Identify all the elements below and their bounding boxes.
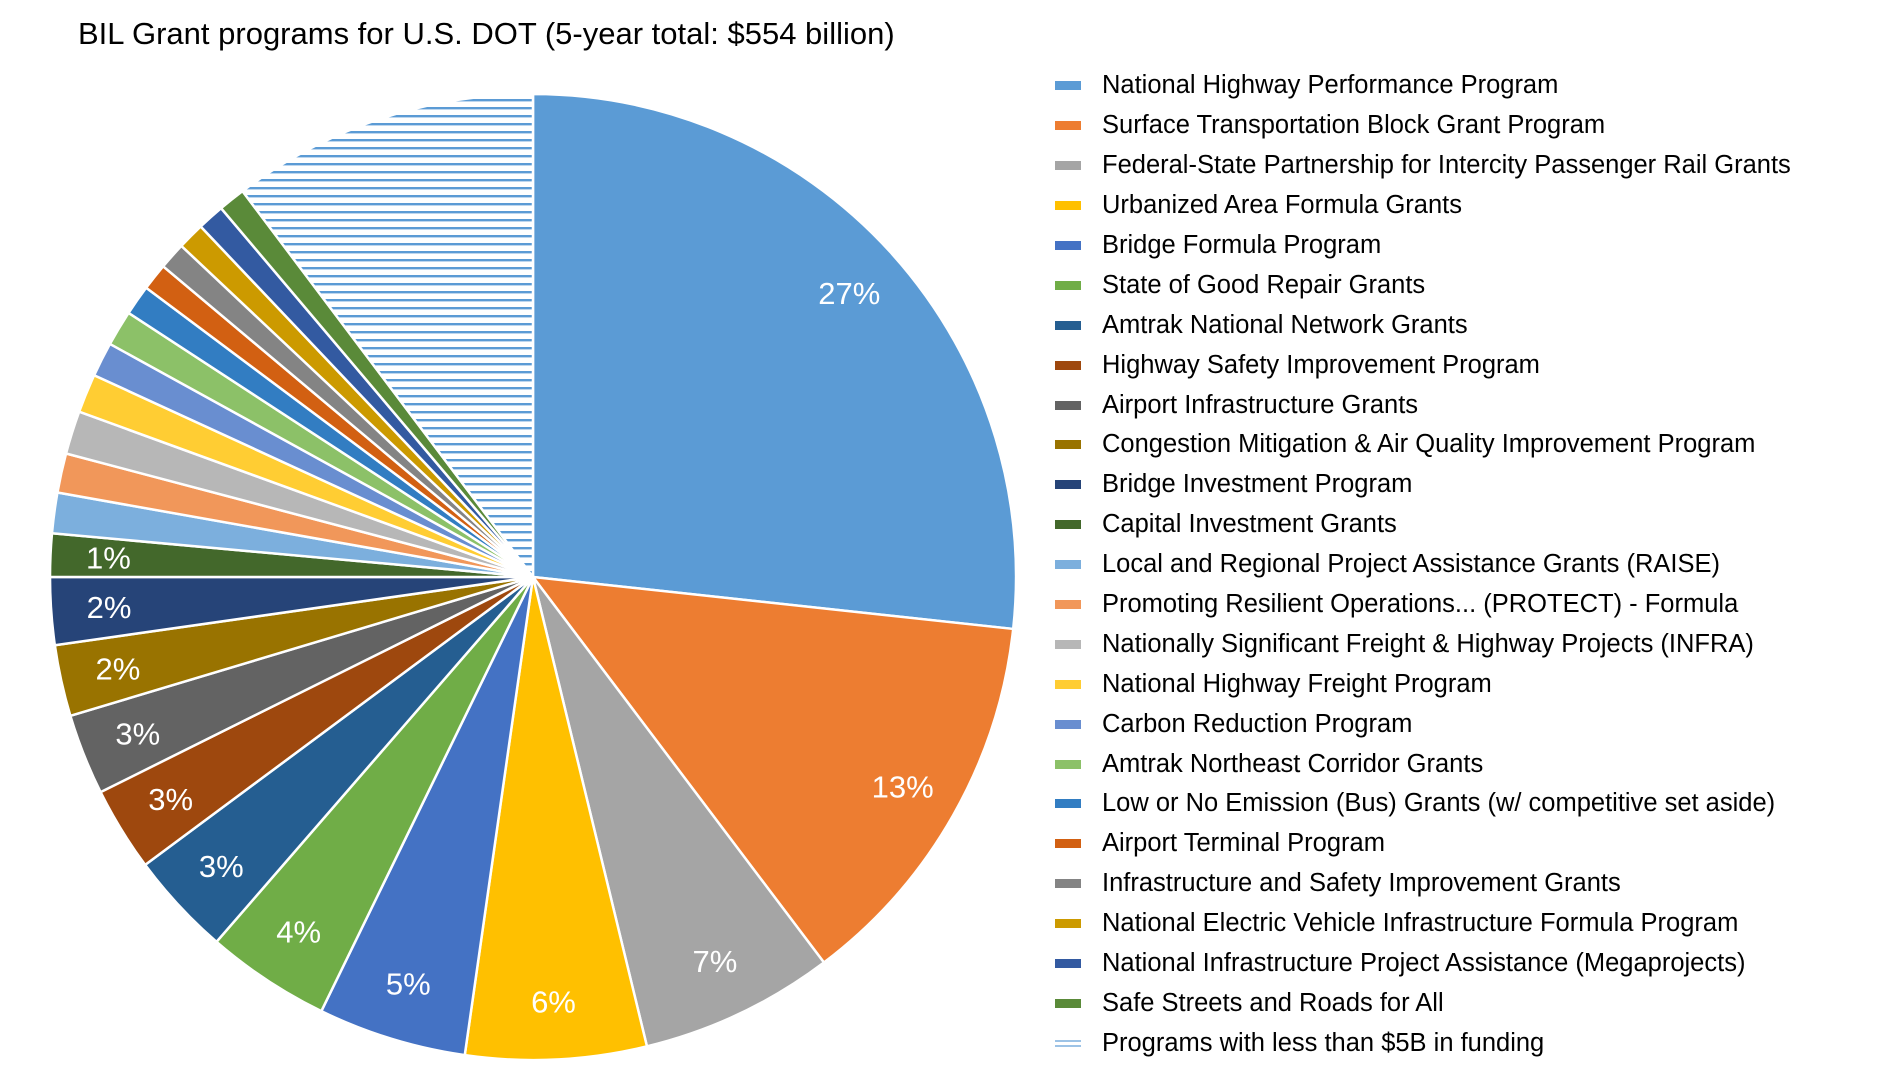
slice-data-label: 1% xyxy=(86,541,131,576)
legend-label: Amtrak Northeast Corridor Grants xyxy=(1102,749,1484,778)
pie-slice xyxy=(530,575,1015,965)
legend-label: Carbon Reduction Program xyxy=(1102,709,1413,738)
legend-item: Local and Regional Project Assistance Gr… xyxy=(1055,545,1791,585)
legend-item: Nationally Significant Freight & Highway… xyxy=(1055,624,1791,664)
legend-swatch xyxy=(1055,161,1081,171)
legend-swatch xyxy=(1055,719,1081,729)
legend-label: Programs with less than $5B in funding xyxy=(1102,1028,1545,1057)
legend: National Highway Performance Program Surf… xyxy=(1055,66,1791,1063)
slice-data-label: 3% xyxy=(115,716,160,751)
legend-item: Bridge Investment Program xyxy=(1055,465,1791,505)
legend-label: Safe Streets and Roads for All xyxy=(1102,988,1444,1017)
legend-label: Infrastructure and Safety Improvement Gr… xyxy=(1102,869,1621,898)
slice-data-label: 3% xyxy=(199,849,244,884)
legend-label: Nationally Significant Freight & Highway… xyxy=(1102,629,1754,658)
slice-data-label: 3% xyxy=(148,782,193,817)
legend-swatch xyxy=(1055,440,1081,450)
legend-item: Airport Terminal Program xyxy=(1055,824,1791,864)
legend-label: Bridge Investment Program xyxy=(1102,470,1413,499)
legend-item: Amtrak Northeast Corridor Grants xyxy=(1055,744,1791,784)
legend-item: Carbon Reduction Program xyxy=(1055,704,1791,744)
legend-item: National Infrastructure Project Assistan… xyxy=(1055,944,1791,984)
legend-item: State of Good Repair Grants xyxy=(1055,265,1791,305)
legend-item: Programs with less than $5B in funding xyxy=(1055,1023,1791,1063)
legend-swatch xyxy=(1055,919,1081,929)
legend-swatch xyxy=(1055,879,1081,889)
legend-label: State of Good Repair Grants xyxy=(1102,270,1426,299)
legend-label: National Highway Freight Program xyxy=(1102,669,1492,698)
legend-item: National Highway Performance Program xyxy=(1055,66,1791,106)
legend-swatch xyxy=(1055,759,1081,769)
legend-swatch xyxy=(1055,839,1081,849)
legend-swatch xyxy=(1055,121,1081,131)
legend-swatch xyxy=(1055,81,1081,91)
legend-label: Congestion Mitigation & Air Quality Impr… xyxy=(1102,430,1756,459)
legend-item: Low or No Emission (Bus) Grants (w/ comp… xyxy=(1055,784,1791,824)
legend-label: Surface Transportation Block Grant Progr… xyxy=(1102,111,1606,140)
legend-item: Amtrak National Network Grants xyxy=(1055,305,1791,345)
legend-item: Promoting Resilient Operations... (PROTE… xyxy=(1055,585,1791,625)
legend-swatch xyxy=(1055,1038,1081,1048)
legend-label: Highway Safety Improvement Program xyxy=(1102,350,1540,379)
legend-label: Low or No Emission (Bus) Grants (w/ comp… xyxy=(1102,789,1776,818)
legend-label: Federal-State Partnership for Intercity … xyxy=(1102,151,1791,180)
legend-item: Federal-State Partnership for Intercity … xyxy=(1055,146,1791,186)
legend-swatch xyxy=(1055,799,1081,809)
legend-item: National Electric Vehicle Infrastructure… xyxy=(1055,904,1791,944)
legend-label: National Infrastructure Project Assistan… xyxy=(1102,949,1746,978)
legend-label: National Highway Performance Program xyxy=(1102,71,1559,100)
slice-data-label: 5% xyxy=(386,966,431,1001)
legend-item: Surface Transportation Block Grant Progr… xyxy=(1055,106,1791,146)
legend-label: Urbanized Area Formula Grants xyxy=(1102,191,1462,220)
legend-label: Amtrak National Network Grants xyxy=(1102,310,1468,339)
legend-item: Congestion Mitigation & Air Quality Impr… xyxy=(1055,425,1791,465)
legend-item: National Highway Freight Program xyxy=(1055,664,1791,704)
legend-swatch xyxy=(1055,639,1081,649)
legend-swatch xyxy=(1055,998,1081,1008)
slice-data-label: 2% xyxy=(87,590,132,625)
legend-swatch xyxy=(1055,600,1081,610)
pie-slice xyxy=(531,92,1018,631)
legend-label: Capital Investment Grants xyxy=(1102,510,1397,539)
legend-label: Promoting Resilient Operations... (PROTE… xyxy=(1102,590,1739,619)
slice-data-label: 13% xyxy=(872,770,934,805)
legend-item: Airport Infrastructure Grants xyxy=(1055,385,1791,425)
legend-swatch xyxy=(1055,679,1081,689)
legend-swatch xyxy=(1055,400,1081,410)
chart-title: BIL Grant programs for U.S. DOT (5-year … xyxy=(78,16,895,51)
legend-swatch xyxy=(1055,560,1081,570)
pie-slice xyxy=(531,576,826,1048)
legend-swatch xyxy=(1055,360,1081,370)
slice-data-label: 4% xyxy=(276,915,321,950)
legend-item: Capital Investment Grants xyxy=(1055,505,1791,545)
pie-slice xyxy=(240,92,535,581)
pie-slice xyxy=(463,576,649,1062)
slice-data-label: 6% xyxy=(531,985,576,1020)
legend-swatch xyxy=(1055,280,1081,290)
legend-item: Safe Streets and Roads for All xyxy=(1055,983,1791,1023)
slice-data-label: 7% xyxy=(693,944,738,979)
legend-swatch xyxy=(1055,201,1081,211)
legend-swatch xyxy=(1055,480,1081,490)
legend-item: Infrastructure and Safety Improvement Gr… xyxy=(1055,864,1791,904)
legend-label: Airport Infrastructure Grants xyxy=(1102,390,1419,419)
legend-label: Bridge Formula Program xyxy=(1102,231,1382,259)
legend-swatch xyxy=(1055,320,1081,330)
legend-item: Bridge Formula Program xyxy=(1055,226,1791,266)
legend-label: Local and Regional Project Assistance Gr… xyxy=(1102,550,1720,579)
legend-item: Urbanized Area Formula Grants xyxy=(1055,186,1791,226)
legend-swatch xyxy=(1055,959,1081,969)
legend-label: Airport Terminal Program xyxy=(1102,829,1385,858)
legend-label: National Electric Vehicle Infrastructure… xyxy=(1102,909,1739,938)
pie-slice xyxy=(319,576,535,1057)
slice-data-label: 27% xyxy=(818,276,880,311)
legend-item: Highway Safety Improvement Program xyxy=(1055,345,1791,385)
legend-swatch xyxy=(1055,241,1081,250)
slice-data-label: 2% xyxy=(95,651,140,686)
legend-swatch xyxy=(1055,520,1081,530)
